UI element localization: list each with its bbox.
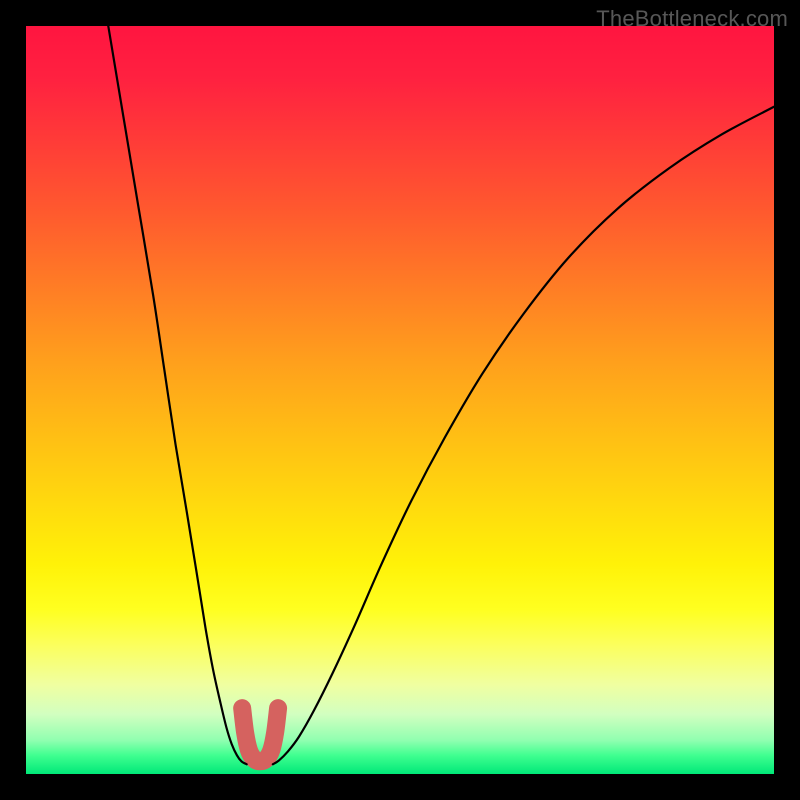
bottleneck-chart [0,0,800,800]
chart-stage: TheBottleneck.com [0,0,800,800]
gradient-panel [26,26,774,774]
